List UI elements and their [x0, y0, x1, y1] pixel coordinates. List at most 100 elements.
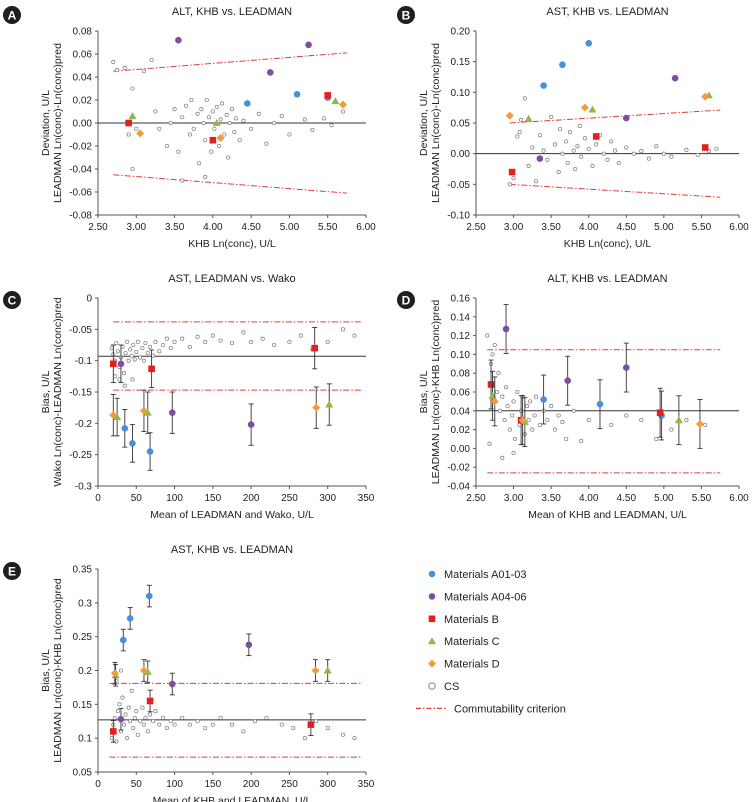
cs-point — [545, 157, 550, 162]
cs-point — [203, 339, 208, 344]
panel-badge — [397, 291, 415, 309]
legend-symbol — [428, 615, 436, 623]
cs-point — [264, 715, 269, 720]
material-point-b — [592, 133, 600, 140]
cs-point — [203, 175, 208, 180]
y-tick-label: -0.02 — [69, 142, 92, 153]
cs-point — [184, 103, 189, 108]
x-tick-label: 100 — [166, 493, 183, 504]
y-tick-label: -0.08 — [69, 211, 92, 222]
y-tick-label: 0.2 — [78, 666, 92, 677]
cs-point — [241, 118, 246, 123]
cs-point — [195, 334, 200, 339]
cs-point — [302, 736, 307, 741]
cs-point — [187, 132, 192, 137]
y-tick-label: -0.1 — [75, 356, 93, 367]
cs-point — [314, 719, 319, 724]
y-tick-label: -0.05 — [69, 325, 92, 336]
y-axis-label: Deviation, U/L — [40, 90, 52, 156]
cs-point — [153, 709, 158, 714]
chart-title: ALT, KHB vs. LEADMAN — [547, 273, 667, 285]
legend-item-a4: Materials A04-06 — [428, 591, 527, 603]
cs-point — [515, 389, 520, 395]
cs-point — [573, 166, 578, 172]
criterion-upper-line — [509, 109, 721, 124]
material-point-b — [487, 381, 495, 388]
y-axis-sublabel: LEADMAN Ln(conc)-KHB Ln(conc)pred — [52, 578, 64, 763]
criterion-lower-line — [113, 174, 347, 194]
cs-point — [210, 722, 215, 727]
cs-point — [586, 146, 591, 151]
panel-badge — [3, 562, 21, 580]
panel-letter: D — [402, 293, 411, 307]
x-tick-label: 2.50 — [466, 222, 486, 233]
cs-point — [125, 736, 130, 741]
cs-point — [352, 333, 357, 338]
cs-point — [556, 413, 561, 418]
x-tick-label: 5.50 — [692, 222, 712, 233]
cs-point — [609, 422, 614, 427]
chart-title: AST, LEADMAN vs. Wako — [168, 273, 295, 285]
legend-label: Materials B — [444, 614, 499, 626]
cs-point — [123, 351, 128, 356]
material-point-a — [244, 100, 251, 107]
cs-point — [203, 725, 208, 731]
material-point-a4 — [168, 409, 176, 416]
y-axis-label: Bias, U/L — [40, 371, 52, 414]
cs-point — [564, 139, 569, 144]
material-point-b — [656, 409, 664, 416]
cs-point — [126, 705, 131, 710]
cs-point — [684, 418, 689, 423]
legend-symbol — [428, 682, 436, 690]
cs-point — [695, 152, 700, 157]
material-point-d — [580, 103, 589, 112]
cs-point — [180, 336, 185, 341]
material-point-a — [119, 636, 127, 644]
panel-E: E AST, KHB vs. LEADMAN 0 50 100 150 200 250 300 3… — [3, 544, 375, 802]
cs-point — [195, 111, 200, 116]
x-tick-label: 3.50 — [165, 222, 185, 233]
cs-point — [586, 418, 591, 423]
cs-point — [130, 166, 135, 172]
cs-point — [526, 418, 531, 423]
y-tick-label: -0.25 — [69, 450, 92, 461]
cs-point — [189, 97, 194, 103]
cs-point — [669, 427, 674, 432]
y-tick-label: -0.06 — [69, 188, 92, 199]
cs-point — [639, 149, 644, 154]
cs-point — [264, 141, 269, 146]
panel-D: D ALT, KHB vs. LEADMAN 2.50 3.00 3.50 4.00 4.5… — [397, 273, 749, 521]
material-point-a — [146, 448, 154, 455]
cs-point — [549, 114, 554, 119]
cs-point — [519, 117, 524, 122]
y-axis-sublabel: LEADMAN Ln(conc)-Ln(conc)pred — [430, 43, 442, 203]
cs-point — [210, 109, 215, 114]
cs-point — [134, 709, 139, 714]
cs-point — [494, 389, 500, 395]
material-point-a4 — [564, 377, 571, 385]
cs-point — [590, 163, 595, 168]
cs-point — [565, 160, 570, 165]
cs-point — [579, 154, 584, 159]
y-tick-label: -0.04 — [69, 165, 92, 176]
cs-point — [128, 719, 133, 724]
legend-label: CS — [444, 681, 459, 693]
material-point-a — [540, 396, 547, 403]
cs-point — [118, 668, 124, 673]
cs-point — [206, 115, 212, 120]
material-point-d — [339, 100, 348, 109]
criterion-upper-line — [113, 52, 347, 72]
cs-point — [122, 383, 127, 388]
cs-point — [120, 695, 125, 700]
cs-point — [128, 347, 133, 352]
cs-point — [218, 338, 223, 343]
material-point-c — [524, 114, 533, 122]
legend-label: Materials D — [444, 659, 500, 671]
cs-point — [287, 132, 292, 137]
material-point-a4 — [175, 36, 182, 44]
cs-point — [560, 151, 565, 156]
y-tick-label: -0.02 — [447, 463, 470, 474]
y-axis-sublabel: LEADMAN Ln(conc)-Ln(conc)pred — [52, 43, 64, 203]
cs-point — [567, 130, 572, 135]
cs-point — [134, 349, 139, 354]
